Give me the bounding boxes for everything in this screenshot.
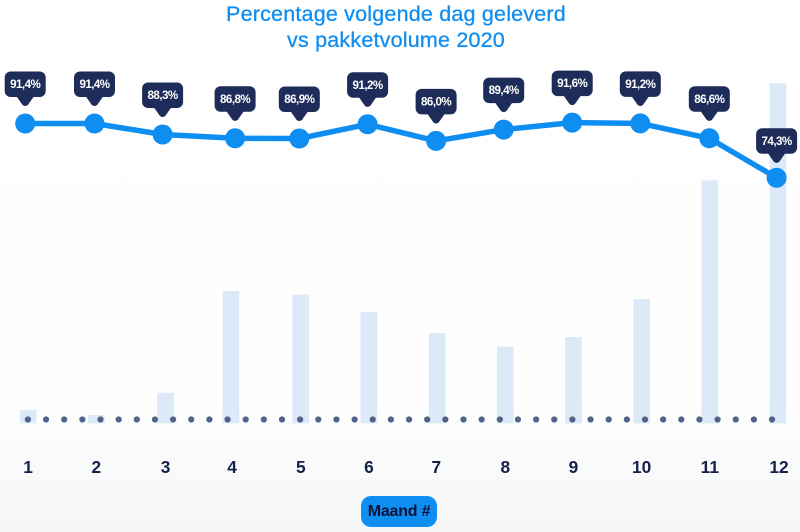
svg-text:91,2%: 91,2% bbox=[625, 78, 655, 91]
svg-text:7: 7 bbox=[431, 457, 441, 477]
svg-text:3: 3 bbox=[161, 457, 171, 477]
svg-text:91,2%: 91,2% bbox=[353, 79, 383, 92]
svg-text:89,4%: 89,4% bbox=[489, 84, 519, 97]
svg-text:9: 9 bbox=[569, 457, 579, 477]
svg-text:91,6%: 91,6% bbox=[557, 77, 587, 90]
svg-text:86,0%: 86,0% bbox=[421, 96, 451, 109]
svg-text:1: 1 bbox=[23, 457, 33, 477]
svg-text:2: 2 bbox=[91, 457, 101, 477]
svg-text:6: 6 bbox=[364, 457, 374, 477]
svg-text:86,8%: 86,8% bbox=[220, 93, 250, 106]
svg-text:11: 11 bbox=[701, 457, 720, 477]
svg-text:5: 5 bbox=[296, 457, 306, 477]
svg-text:86,6%: 86,6% bbox=[694, 93, 724, 106]
svg-text:91,4%: 91,4% bbox=[10, 78, 40, 91]
svg-text:86,9%: 86,9% bbox=[284, 93, 314, 106]
svg-text:12: 12 bbox=[769, 457, 788, 477]
svg-text:74,3%: 74,3% bbox=[762, 135, 792, 148]
svg-text:8: 8 bbox=[500, 457, 510, 477]
svg-text:88,3%: 88,3% bbox=[148, 89, 178, 102]
svg-text:10: 10 bbox=[632, 457, 651, 477]
svg-text:91,4%: 91,4% bbox=[79, 78, 109, 91]
svg-text:4: 4 bbox=[227, 457, 237, 477]
